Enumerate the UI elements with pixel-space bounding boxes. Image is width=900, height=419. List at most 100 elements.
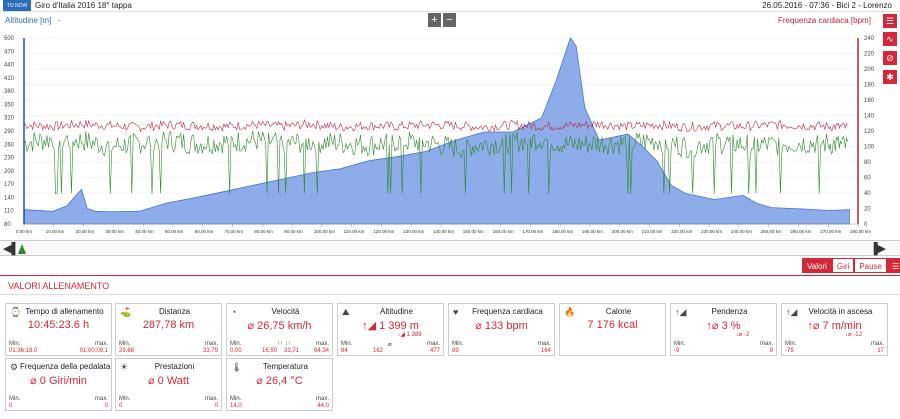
chart-scrollbar[interactable]: ◀▌ ▐▶ (0, 240, 900, 256)
zoom-out-button[interactable]: − (443, 13, 456, 27)
x-tick: 80,00 km (254, 229, 273, 234)
y-left-tick: 410 (4, 76, 15, 82)
heartrate-line (23, 119, 849, 133)
max-value: 0 (214, 403, 218, 409)
stat-icon: ⚙ (10, 362, 19, 372)
stat-sub: ↓◢ 1 389 (397, 332, 422, 338)
stat-title: Distanza (158, 307, 191, 316)
y-left-tick: 170 (4, 182, 15, 188)
stat-icon: ⛰ (342, 307, 350, 317)
x-tick: 220,00 km (671, 229, 692, 234)
stat-value: ↑⌀ 3 % (706, 320, 741, 332)
left-axis-dash: - (58, 16, 61, 25)
stat-card: ⛳ Distanza 287,78 km Min. max. 29,68 33,79 (115, 303, 222, 356)
mid-value: 162 (373, 348, 384, 354)
y-left-tick: 470 (4, 49, 15, 55)
max-label: max. (537, 341, 551, 347)
stats-icon[interactable]: ✱ (883, 70, 897, 84)
x-tick: 90,00 km (284, 229, 303, 234)
wave-icon[interactable]: ∿ (883, 32, 897, 46)
y-left-tick: 290 (4, 129, 15, 135)
min-value: 0,00 (230, 348, 242, 354)
x-tick: 250,00 km (761, 229, 782, 234)
chart-header: Altitudine [m] - + − Frequenza cardiaca … (0, 13, 900, 29)
x-tick: 50,00 km (165, 229, 184, 234)
stat-value: 7 176 kcal (587, 319, 638, 331)
min-label: Min. (9, 396, 21, 402)
y-right-tick: 180 (864, 83, 875, 89)
ride-meta: 26.05.2016 - 07:36 - Bici 2 - Lorenzo (762, 1, 892, 10)
zoom-in-button[interactable]: + (428, 13, 441, 27)
section-header: VALORI ALLENAMENTO (0, 275, 900, 295)
max-value: 9 (769, 348, 773, 354)
y-left-tick: 260 (4, 142, 15, 148)
stat-card: ◔ Velocità ⌀ 26,75 km/h Min. max. 0,00 64,34 ↑↑… (226, 303, 333, 356)
tab-giri[interactable]: Giri (831, 258, 855, 273)
section-title: VALORI ALLENAMENTO (8, 281, 110, 291)
min-label: Min. (785, 341, 797, 347)
x-tick: 40,00 km (135, 229, 154, 234)
y-left-tick: 500 (4, 36, 15, 42)
min-label: Min. (341, 341, 353, 347)
max-value: 0 (104, 403, 108, 409)
x-tick: 180,00 km (552, 229, 573, 234)
y-right-tick: 20 (864, 207, 871, 213)
min-value: 0 (9, 403, 13, 409)
right-axis-label: Frequenza cardiaca [bpm] (778, 16, 871, 25)
min-value: 14,0 (230, 403, 242, 409)
max-value: 44,0 (317, 403, 329, 409)
stat-card: ☀ Prestazioni ⌀ 0 Watt Min. max. 0 0 (115, 358, 222, 411)
stat-icon: 🔥 (564, 307, 576, 317)
stat-value: 287,78 km (142, 319, 195, 331)
stat-card: ♥ Frequenza cardiaca ⌀ 133 bpm Min. max. 89 16… (448, 303, 555, 356)
tab-valori[interactable]: Valori (802, 258, 832, 273)
stat-icon: ⛳ (120, 307, 132, 317)
min-value: 0 (119, 403, 123, 409)
x-tick: 10,00 km (46, 229, 65, 234)
x-tick: 200,00 km (612, 229, 633, 234)
stat-value: ⌀ 26,4 °C (256, 375, 303, 387)
scroll-right-icon[interactable]: ▐▶ (869, 243, 886, 255)
stat-icon: ↑◢ (786, 307, 798, 317)
stat-card: 🔥 Calorie 7 176 kcal (559, 303, 666, 356)
stat-title: Altitudine (380, 307, 413, 316)
list-view-icon[interactable]: ☰ (887, 258, 900, 273)
min-label: Min. (452, 341, 464, 347)
scroll-handle[interactable] (18, 244, 26, 254)
min-value: -75 (785, 348, 794, 354)
list-icon[interactable]: ☰ (883, 14, 897, 28)
cadence-line (23, 130, 849, 195)
stat-value: ⌀ 133 bpm (475, 320, 528, 332)
stat-value: ↑⌀ 7 m/min (807, 320, 862, 332)
min-label: Min. (9, 341, 21, 347)
stat-sub: ↓⌀ -2 (735, 332, 750, 338)
y-left-tick: 140 (4, 195, 15, 201)
max-label: max. (315, 396, 329, 402)
x-tick: 20,00 km (76, 229, 95, 234)
x-tick: 240,00 km (731, 229, 752, 234)
stat-value: ⌀ 26,75 km/h (247, 320, 312, 332)
top-bar: TO NOW Giro d'Italia 2016 18° tappa 26.0… (0, 0, 900, 12)
y-left-tick: 110 (4, 209, 14, 215)
altitude-heartrate-chart[interactable]: 5004704404103803503202902602302001701401… (0, 28, 880, 240)
stat-title: Velocità (271, 307, 300, 316)
tab-pause[interactable]: Pause (854, 258, 887, 273)
y-right-tick: 0 (864, 222, 868, 228)
app-logo: TO NOW (3, 0, 31, 11)
min-value: 29,68 (119, 348, 135, 354)
max-label: max. (94, 396, 108, 402)
stat-card: 🌡 Temperatura ⌀ 26,4 °C Min. max. 14,0 44,0 (226, 358, 333, 411)
min-label: Min. (230, 396, 242, 402)
y-left-tick: 80 (4, 222, 11, 228)
max-value: 64,34 (313, 348, 329, 354)
stat-value: ⌀ 0 Giri/min (30, 375, 87, 387)
max-value: 164 (540, 348, 551, 354)
y-right-tick: 140 (864, 114, 875, 120)
y-right-tick: 40 (864, 191, 871, 197)
x-tick: 190,00 km (582, 229, 603, 234)
y-right-tick: 220 (864, 52, 875, 58)
scroll-left-icon[interactable]: ◀▌ (3, 243, 20, 255)
min-label: Min. (674, 341, 686, 347)
no-icon[interactable]: ⊘ (883, 51, 897, 65)
stat-sub: ↓⌀ -12 (845, 332, 862, 338)
